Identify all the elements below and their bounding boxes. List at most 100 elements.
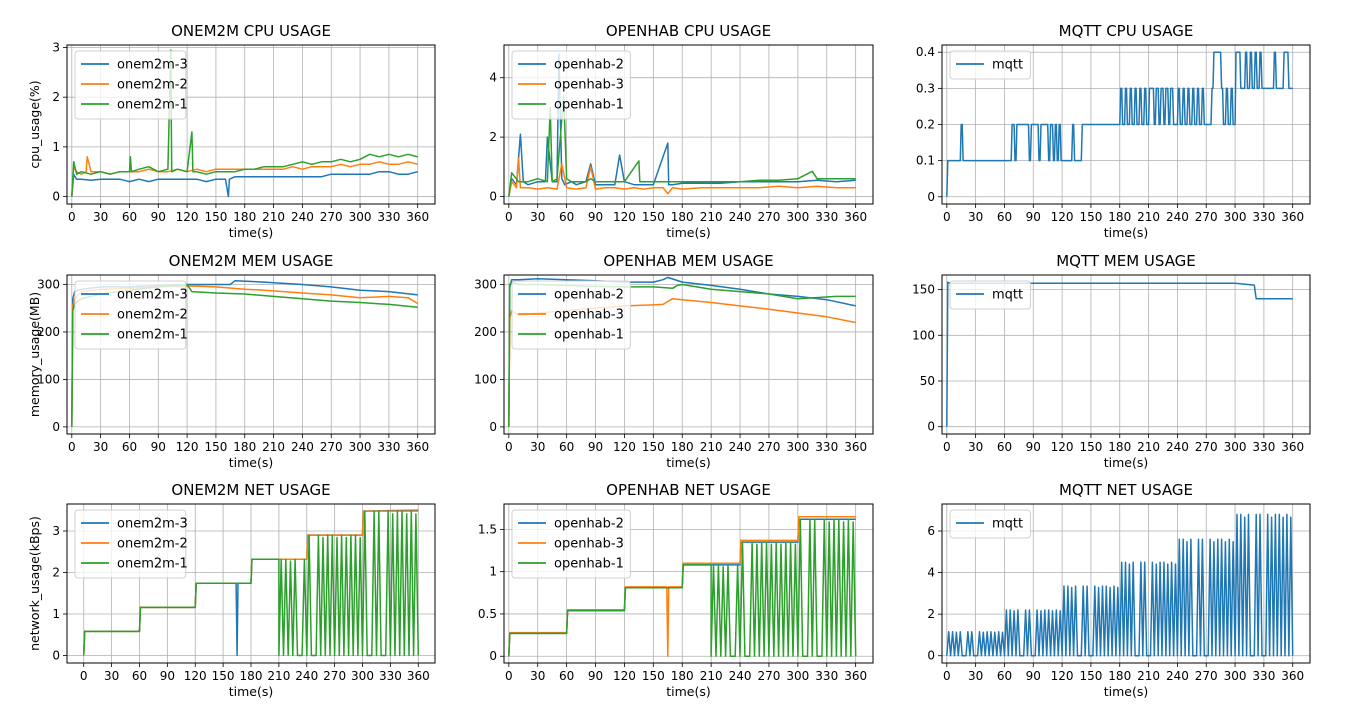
x-tick-label: 60 — [997, 210, 1012, 224]
x-axis-label: time(s) — [666, 225, 711, 240]
x-tick-label: 240 — [729, 669, 752, 683]
x-tick-label: 180 — [233, 210, 256, 224]
x-tick-label: 330 — [815, 669, 838, 683]
legend: openhab-2 openhab-3 openhab-1 — [511, 280, 631, 350]
x-tick-label: 270 — [323, 669, 346, 683]
y-tick-label: 1.5 — [478, 522, 497, 536]
x-tick-label: 0 — [943, 669, 951, 683]
x-tick-label: 0 — [505, 440, 513, 454]
axes-frame — [66, 44, 436, 205]
x-tick-label: 30 — [968, 210, 983, 224]
x-axis-label: time(s) — [1104, 225, 1149, 240]
legend-label: onem2m-2 — [117, 78, 188, 93]
x-tick-label: 120 — [176, 440, 199, 454]
x-tick-label: 30 — [968, 669, 983, 683]
x-tick-label: 90 — [588, 669, 603, 683]
y-tick-label: 3 — [52, 40, 60, 54]
chart-title: OPENHAB CPU USAGE — [606, 22, 771, 40]
x-tick-label: 180 — [671, 669, 694, 683]
series-group — [946, 513, 1294, 657]
x-axis-label: time(s) — [666, 684, 711, 699]
x-tick-label: 300 — [351, 669, 374, 683]
x-tick-label: 150 — [1079, 440, 1102, 454]
x-axis-label: time(s) — [666, 455, 711, 470]
x-tick-label: 0 — [68, 440, 76, 454]
x-tick-label: 90 — [160, 669, 175, 683]
x-tick-label: 300 — [1224, 669, 1247, 683]
x-tick-label: 30 — [968, 440, 983, 454]
x-tick-label: 150 — [204, 440, 227, 454]
legend: openhab-2 openhab-3 openhab-1 — [511, 509, 631, 579]
series-group — [946, 281, 1293, 427]
series-line-mqtt — [946, 51, 1293, 197]
x-tick-label: 360 — [1281, 669, 1304, 683]
x-tick-label: 360 — [1281, 440, 1304, 454]
y-tick-label: 0 — [52, 420, 60, 434]
legend-box — [511, 509, 631, 579]
legend-label: openhab-3 — [554, 308, 624, 323]
x-tick-label: 270 — [320, 440, 343, 454]
y-tick-label: 4 — [927, 566, 935, 580]
axes-frame — [941, 503, 1311, 664]
y-tick-label: 100 — [474, 372, 497, 386]
y-tick-label: 0 — [489, 420, 497, 434]
x-tick-label: 90 — [1026, 440, 1041, 454]
x-tick-label: 270 — [1195, 210, 1218, 224]
x-tick-label: 330 — [815, 210, 838, 224]
y-tick-label: 3 — [52, 524, 60, 538]
x-tick-label: 150 — [642, 210, 665, 224]
x-tick-label: 180 — [671, 440, 694, 454]
series-line-onem2m-1 — [71, 49, 418, 197]
x-tick-label: 300 — [786, 210, 809, 224]
x-tick-label: 0 — [505, 669, 513, 683]
chart-title: MQTT NET USAGE — [1059, 481, 1193, 499]
series-group — [71, 49, 418, 198]
x-tick-label: 210 — [700, 440, 723, 454]
x-tick-label: 360 — [844, 440, 867, 454]
legend-label: openhab-2 — [554, 58, 624, 73]
y-axis-label: memory_usage(MB) — [27, 292, 42, 417]
chart-title: ONEM2M NET USAGE — [171, 481, 330, 499]
legend-label: onem2m-1 — [117, 557, 188, 572]
chart-panel-9: 0 30 60 90 120 150 180 210 240 270 300 330 360 0 2 4 6 MQ… — [927, 481, 1311, 699]
x-tick-label: 30 — [104, 669, 119, 683]
chart-panel-5: 0 30 60 90 120 150 180 210 240 270 300 330 360 0 100 20… — [474, 252, 874, 470]
x-tick-label: 210 — [700, 669, 723, 683]
chart-panel-6: 0 30 60 90 120 150 180 210 240 270 300 330 360 0 50 100… — [912, 252, 1311, 470]
y-tick-label: 2 — [52, 565, 60, 579]
legend-box — [74, 509, 187, 579]
x-tick-label: 180 — [240, 669, 263, 683]
x-tick-label: 150 — [1079, 210, 1102, 224]
x-tick-label: 60 — [132, 669, 147, 683]
series-line-openhab-1 — [508, 94, 856, 197]
y-tick-label: 0 — [52, 190, 60, 204]
x-tick-label: 150 — [642, 440, 665, 454]
x-tick-label: 240 — [291, 210, 314, 224]
y-tick-label: 2 — [52, 90, 60, 104]
x-tick-label: 90 — [151, 210, 166, 224]
chart-title: OPENHAB NET USAGE — [606, 481, 771, 499]
x-tick-label: 210 — [1137, 210, 1160, 224]
axes-frame — [503, 503, 874, 664]
series-line-onem2m-2 — [71, 156, 418, 197]
legend-box — [74, 280, 187, 350]
legend-box — [949, 509, 1031, 539]
chart-title: MQTT MEM USAGE — [1056, 252, 1196, 270]
chart-panel-7: 0 30 60 90 120 150 180 210 240 270 300 330 360 0 1 2 3 ON… — [27, 481, 436, 699]
x-tick-label: 180 — [671, 210, 694, 224]
x-tick-label: 120 — [613, 669, 636, 683]
legend-label: onem2m-3 — [117, 288, 188, 303]
legend: onem2m-3 onem2m-2 onem2m-1 — [74, 50, 188, 120]
chart-title: MQTT CPU USAGE — [1059, 22, 1194, 40]
x-tick-label: 360 — [844, 210, 867, 224]
axes-frame — [66, 274, 436, 435]
y-tick-label: 300 — [474, 277, 497, 291]
x-tick-label: 0 — [68, 210, 76, 224]
legend-box — [511, 280, 631, 350]
x-tick-label: 210 — [262, 210, 285, 224]
chart-panel-2: 0 30 60 90 120 150 180 210 240 270 300 330 360 0 2 4 OPE… — [489, 22, 874, 240]
chart-title: OPENHAB MEM USAGE — [603, 252, 773, 270]
legend-label: mqtt — [992, 288, 1023, 303]
y-tick-label: 2 — [927, 607, 935, 621]
x-tick-label: 150 — [1079, 669, 1102, 683]
